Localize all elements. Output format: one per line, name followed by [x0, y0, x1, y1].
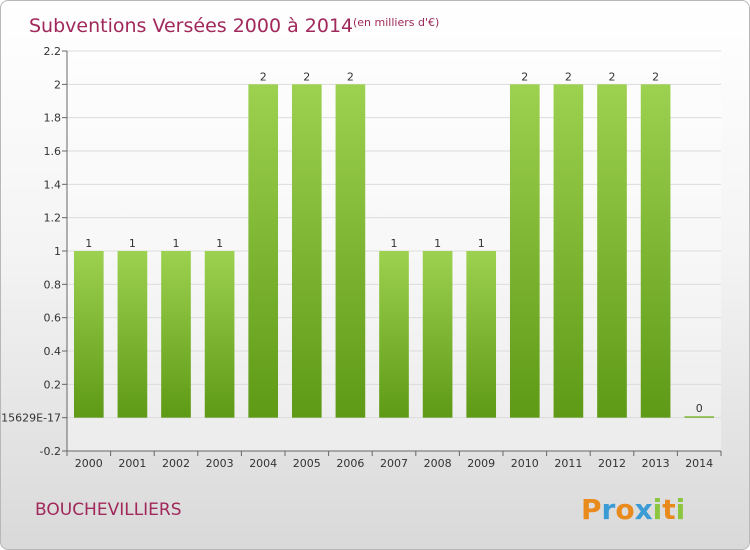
x-tick-label: 2003	[206, 457, 234, 470]
bar	[335, 84, 366, 418]
bar-value-label: 0	[696, 402, 703, 415]
logo-letter: P	[581, 493, 602, 526]
bar-value-label: 2	[652, 70, 659, 83]
x-tick-label: 2002	[162, 457, 190, 470]
logo-letter: i	[676, 493, 686, 526]
bar-value-label: 1	[85, 237, 92, 250]
bar	[597, 84, 627, 418]
y-tick-label: -0.2	[40, 445, 61, 458]
bar-value-label: 1	[173, 237, 180, 250]
logo-letter: r	[602, 493, 616, 526]
y-tick-label: 1	[54, 245, 61, 258]
bar	[248, 84, 279, 418]
x-tick-label: 2006	[336, 457, 364, 470]
y-tick-label: 2.2	[44, 45, 62, 58]
bar-value-label: 1	[391, 237, 398, 250]
proxiti-logo: Proxiti	[581, 493, 685, 526]
bar	[466, 251, 497, 418]
y-tick-label: 1.4	[44, 178, 62, 191]
x-tick-label: 2008	[424, 457, 452, 470]
bar	[204, 251, 235, 418]
bar-value-label: 2	[521, 70, 528, 83]
x-tick-label: 2010	[511, 457, 539, 470]
bar-value-label: 1	[434, 237, 441, 250]
chart-title: Subventions Versées 2000 à 2014	[29, 15, 353, 37]
y-tick-label: 1.6	[44, 145, 62, 158]
bar-value-label: 2	[303, 70, 310, 83]
y-tick-label: 2	[54, 78, 61, 91]
bar	[291, 84, 322, 418]
bar	[640, 84, 671, 418]
y-tick-label: 1.8	[44, 112, 62, 125]
x-tick-label: 2013	[642, 457, 670, 470]
y-tick-label: -1.15629E-17	[1, 412, 61, 425]
bar-value-label: 2	[260, 70, 267, 83]
bar-value-label: 1	[129, 237, 136, 250]
bar	[509, 84, 540, 418]
x-tick-label: 2004	[249, 457, 277, 470]
bar	[553, 84, 584, 418]
x-tick-label: 2014	[685, 457, 713, 470]
chart-subtitle: (en milliers d'€)	[353, 16, 439, 29]
bar-value-label: 2	[347, 70, 354, 83]
y-tick-label: 0.8	[44, 278, 62, 291]
logo-letter: t	[662, 493, 675, 526]
y-tick-label: 0.4	[44, 345, 62, 358]
x-axis: 2000 2001 2002 2003 2004 2005 2006 2007 2008 2009…	[66, 450, 722, 470]
bars: 1 1 1 1 2 2 2 1 1 1 2 2 2 2 0	[73, 70, 715, 418]
x-tick-label: 2012	[598, 457, 626, 470]
y-axis: -0.2 -1.15629E-17 0.2 0.4 0.6 0.8 1 1.2 1.4 1.6 1.…	[1, 45, 68, 458]
x-tick-label: 2007	[380, 457, 408, 470]
logo-letter: i	[653, 493, 663, 526]
bar-value-label: 1	[216, 237, 223, 250]
y-tick-label: 0.6	[44, 312, 62, 325]
x-tick-label: 2009	[467, 457, 495, 470]
bar	[73, 251, 104, 418]
commune-name: BOUCHEVILLIERS	[35, 500, 182, 520]
bar	[684, 416, 715, 418]
logo-letter: x	[635, 493, 653, 526]
bar-value-label: 2	[609, 70, 616, 83]
logo-letter: o	[615, 493, 634, 526]
y-tick-label: 1.2	[44, 212, 62, 225]
bar-value-label: 2	[565, 70, 572, 83]
x-tick-label: 2011	[554, 457, 582, 470]
bar	[161, 251, 191, 418]
y-tick-label: 0.2	[44, 378, 62, 391]
bar-value-label: 1	[478, 237, 485, 250]
x-tick-label: 2001	[118, 457, 146, 470]
x-tick-label: 2000	[75, 457, 103, 470]
bar	[379, 251, 409, 418]
x-tick-label: 2005	[293, 457, 321, 470]
bar	[117, 251, 148, 418]
bar	[422, 251, 453, 418]
